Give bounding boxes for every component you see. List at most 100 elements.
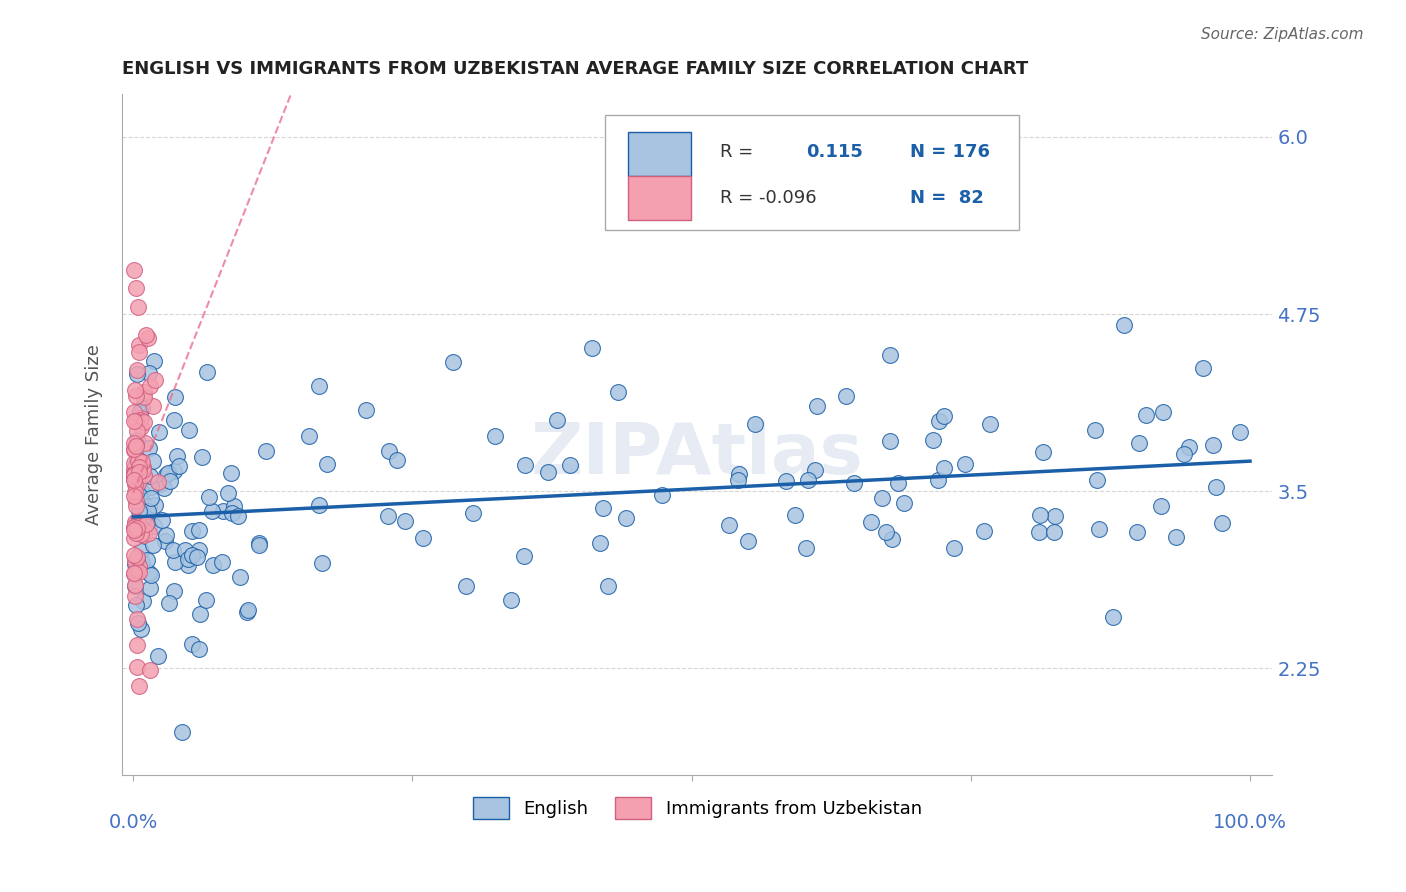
Point [146, 475, 169, 490]
Point [134, 436, 156, 450]
Point [138, 566, 160, 580]
Point [135, 516, 157, 530]
Point [228, 508, 250, 523]
Point [122, 462, 145, 476]
Point [592, 500, 614, 515]
Point [463, 506, 485, 520]
Point [139, 379, 162, 393]
Point [589, 536, 612, 550]
Text: 100.0%: 100.0% [1213, 814, 1286, 832]
Point [129, 622, 152, 636]
Point [138, 442, 160, 456]
Point [148, 425, 170, 439]
Point [249, 538, 271, 552]
Point [1173, 446, 1195, 460]
Text: Source: ZipAtlas.com: Source: ZipAtlas.com [1201, 27, 1364, 42]
Point [1029, 508, 1052, 522]
Point [797, 473, 820, 487]
Point [1166, 530, 1188, 544]
Point [124, 548, 146, 562]
Point [124, 554, 146, 568]
Point [166, 449, 188, 463]
Point [1088, 522, 1111, 536]
Point [122, 443, 145, 458]
Point [221, 506, 243, 520]
Point [311, 556, 333, 570]
Point [236, 603, 259, 617]
Point [737, 534, 759, 549]
Point [844, 476, 866, 491]
Point [499, 592, 522, 607]
Point [136, 552, 159, 566]
Point [804, 463, 827, 477]
Point [219, 467, 242, 481]
Point [135, 517, 157, 532]
Point [934, 461, 956, 475]
Point [122, 531, 145, 545]
Point [138, 499, 160, 513]
Point [139, 468, 162, 483]
Point [128, 337, 150, 351]
Point [188, 607, 211, 621]
Point [125, 517, 148, 532]
Point [170, 725, 193, 739]
Point [125, 638, 148, 652]
Point [131, 484, 153, 499]
Point [163, 583, 186, 598]
Point [1178, 441, 1201, 455]
FancyBboxPatch shape [628, 176, 692, 220]
Point [806, 400, 828, 414]
Point [128, 560, 150, 574]
Point [132, 511, 155, 525]
Point [122, 489, 145, 503]
Point [943, 541, 966, 556]
Point [973, 524, 995, 538]
Point [129, 454, 152, 468]
Point [128, 488, 150, 502]
Point [163, 391, 186, 405]
Point [1229, 425, 1251, 440]
Point [142, 519, 165, 533]
Point [188, 642, 211, 657]
Point [124, 439, 146, 453]
Point [922, 434, 945, 448]
Point [202, 558, 225, 573]
Point [1043, 525, 1066, 540]
Point [1102, 609, 1125, 624]
Point [122, 520, 145, 534]
Point [149, 476, 172, 491]
Point [132, 497, 155, 511]
Point [124, 467, 146, 481]
Point [882, 532, 904, 546]
Point [125, 524, 148, 538]
Point [124, 579, 146, 593]
Point [1085, 474, 1108, 488]
Point [247, 536, 270, 550]
Point [124, 384, 146, 398]
Point [870, 491, 893, 505]
Point [1112, 318, 1135, 333]
Point [177, 558, 200, 573]
Point [155, 467, 177, 482]
Point [598, 579, 620, 593]
Point [129, 527, 152, 541]
Point [879, 348, 901, 362]
Point [122, 263, 145, 277]
Point [1043, 508, 1066, 523]
Point [124, 477, 146, 491]
Point [125, 494, 148, 508]
Point [167, 459, 190, 474]
Point [775, 475, 797, 489]
Point [1205, 480, 1227, 494]
Point [132, 593, 155, 607]
Point [1150, 499, 1173, 513]
Point [128, 565, 150, 579]
Point [124, 578, 146, 592]
Point [138, 526, 160, 541]
Point [122, 467, 145, 481]
Point [131, 420, 153, 434]
Point [162, 542, 184, 557]
Point [727, 473, 749, 487]
Point [125, 660, 148, 674]
Point [537, 465, 560, 479]
